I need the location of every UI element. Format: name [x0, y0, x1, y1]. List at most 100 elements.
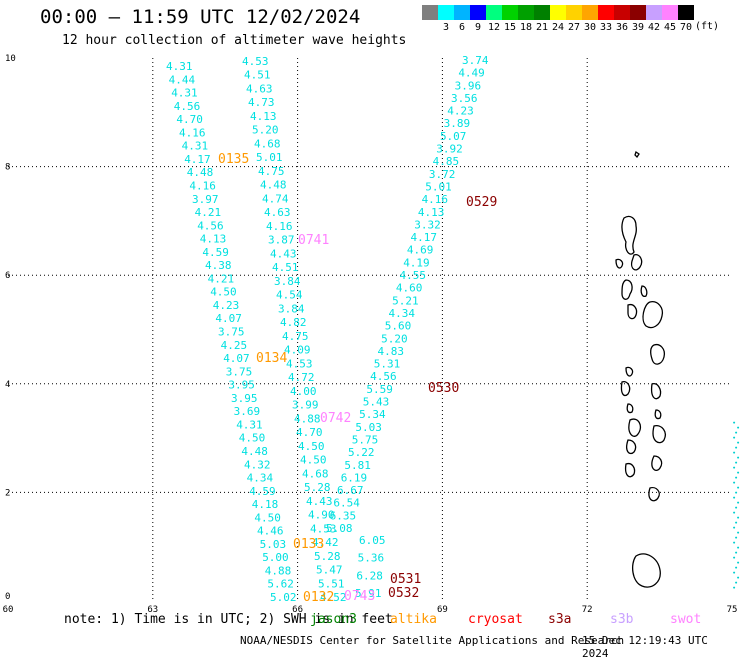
legend-label: 42	[647, 22, 661, 33]
edge-track-mark: ∙	[736, 529, 740, 537]
island	[652, 425, 666, 444]
wave-height-label: 4.59	[249, 485, 276, 498]
edge-track-mark: ∙	[736, 544, 740, 552]
x-tick-label: 63	[147, 605, 158, 615]
island	[625, 366, 634, 377]
y-tick-label: 6	[5, 271, 10, 281]
wave-height-label: 4.63	[264, 206, 291, 219]
island	[651, 455, 663, 471]
wave-height-label: 6.35	[330, 509, 357, 522]
wave-height-label: 4.56	[370, 370, 397, 383]
wave-height-label: 5.07	[440, 130, 467, 143]
wave-height-tracks: 4.314.444.314.564.704.164.314.174.484.16…	[166, 54, 489, 604]
edge-track-mark: ∙	[734, 549, 738, 557]
island	[654, 409, 662, 420]
wave-height-label: 5.21	[392, 294, 419, 307]
wave-height-label: 4.74	[262, 192, 289, 205]
island	[620, 381, 631, 397]
legend-swatch: 6	[454, 5, 470, 33]
wave-height-label: 5.00	[262, 551, 289, 564]
legend-swatch: 3	[438, 5, 454, 33]
wave-height-label: 3.92	[436, 143, 463, 156]
wave-height-label: 4.25	[221, 339, 248, 352]
legend-swatch: 39	[630, 5, 646, 33]
wave-height-label: 6.67	[337, 484, 364, 497]
edge-track-mark: ∙	[734, 564, 738, 572]
legend-swatch: 18	[518, 5, 534, 33]
pass-time-label: 0530	[428, 381, 459, 396]
wave-height-label: 3.75	[218, 326, 245, 339]
wave-height-label: 4.53	[242, 55, 269, 68]
wave-height-label: 4.31	[182, 140, 209, 153]
wave-height-label: 6.28	[356, 569, 383, 582]
edge-track-mark: ∙	[732, 524, 736, 532]
y-tick-label: 8	[5, 163, 10, 173]
legend-swatch: 33	[598, 5, 614, 33]
pass-labels: 0135 0134 0133 0132 0741 0742 0743 0529 0530 0531…	[218, 152, 497, 605]
island	[628, 418, 642, 437]
island	[650, 343, 666, 365]
wave-height-label: 4.75	[282, 330, 309, 343]
edge-track-mark: ∙	[736, 574, 740, 582]
island	[648, 486, 660, 502]
wave-height-label: 4.51	[244, 69, 271, 82]
island	[631, 553, 661, 588]
wave-height-label: 4.52	[320, 591, 347, 604]
wave-height-label: 4.48	[241, 445, 268, 458]
wave-height-label: 3.96	[455, 79, 482, 92]
wave-height-label: 4.75	[258, 165, 285, 178]
wave-height-label: 5.43	[363, 396, 390, 409]
pass-time-label: 0743	[344, 589, 375, 604]
island	[624, 462, 636, 478]
wave-height-label: 5.22	[348, 446, 375, 459]
x-tick-label: 66	[292, 605, 303, 615]
pass-time-label: 0132	[303, 590, 334, 605]
map-title: 00:00 — 11:59 UTC 12/02/2024	[40, 6, 361, 28]
island	[626, 403, 634, 414]
legend-swatch: 15	[502, 5, 518, 33]
x-axis-ticks: 60 63 66 69 72 75	[3, 605, 738, 615]
wave-height-label: 5.75	[352, 433, 379, 446]
wave-height-label: 4.90	[308, 509, 335, 522]
wave-height-label: 4.68	[302, 467, 329, 480]
satellite-name: jason3	[310, 612, 357, 627]
wave-height-label: 4.50	[239, 432, 265, 445]
wave-height-label: 4.23	[447, 105, 474, 118]
legend-swatch: 27	[566, 5, 582, 33]
legend-label: 9	[474, 22, 482, 33]
legend-label: 33	[599, 22, 613, 33]
island	[634, 150, 640, 159]
edge-track-mark: ∙	[736, 499, 740, 507]
wave-height-label: 4.43	[306, 495, 333, 508]
wave-height-label: 6.05	[359, 534, 386, 547]
pass-time-label: 0134	[256, 351, 287, 366]
wave-height-label: 3.89	[444, 117, 471, 130]
x-tick-label: 69	[437, 605, 448, 615]
wave-height-label: 4.53	[286, 357, 313, 370]
wave-height-label: 5.08	[326, 522, 353, 535]
wave-height-label: 4.83	[377, 345, 404, 358]
y-tick-label: 4	[5, 380, 10, 390]
island	[626, 439, 637, 455]
wave-height-label: 4.31	[171, 87, 198, 100]
legend-label: 30	[583, 22, 597, 33]
edge-track-mark: ∙	[734, 504, 738, 512]
x-tick-label: 75	[727, 605, 738, 615]
wave-height-label: 6.19	[341, 471, 368, 484]
wave-height-label: 4.51	[272, 261, 299, 274]
island	[650, 383, 662, 400]
legend-label: 12	[487, 22, 501, 33]
wave-height-label: 4.34	[247, 472, 274, 485]
pass-time-label: 0742	[320, 411, 351, 426]
edge-track-mark: ∙	[732, 419, 736, 427]
pass-time-label: 0135	[218, 152, 249, 167]
edge-track-mark: ∙	[732, 539, 736, 547]
edge-track-mark: ∙	[732, 569, 736, 577]
wave-height-label: 3.75	[226, 365, 253, 378]
wave-height-label: 5.20	[381, 332, 408, 345]
wave-height-label: 4.16	[266, 220, 293, 233]
wave-height-label: 5.01	[425, 180, 452, 193]
wave-height-label: 4.56	[174, 100, 201, 113]
wave-height-label: 4.17	[411, 231, 438, 244]
legend-swatch: 12	[486, 5, 502, 33]
